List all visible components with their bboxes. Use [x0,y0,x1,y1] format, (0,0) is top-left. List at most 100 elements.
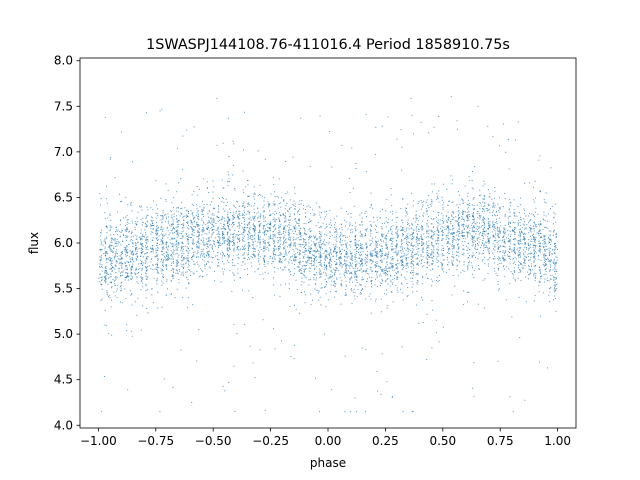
data-point [361,236,363,238]
data-point [185,271,187,273]
data-point [151,225,153,227]
data-point [251,239,253,240]
data-point [555,261,557,263]
data-point [555,245,557,247]
data-point [513,231,515,233]
data-point [472,216,474,218]
data-point [530,227,532,229]
data-point [370,312,372,314]
data-point [523,267,525,269]
data-point [538,280,540,282]
data-point [514,232,516,234]
data-point [243,221,245,222]
data-point [252,224,254,226]
data-point [528,222,530,224]
data-point [405,278,407,280]
data-point [170,258,172,260]
data-point [452,264,454,266]
data-point [351,259,353,261]
data-point [167,237,169,239]
data-point [121,266,123,268]
data-point [259,215,261,217]
data-point [115,278,117,280]
data-point [360,247,362,249]
data-point [526,224,528,226]
data-point [420,236,422,237]
data-point [346,252,348,254]
data-point [351,266,353,268]
data-point [263,248,264,250]
data-point [140,251,142,253]
data-point [323,243,325,245]
data-point [319,234,321,236]
data-point [544,201,546,203]
data-point [209,228,211,230]
data-point [273,256,275,258]
data-point [415,214,417,216]
data-point [477,258,479,260]
data-point [259,231,260,233]
data-point [220,253,222,255]
data-point [517,206,519,208]
data-point [517,224,519,226]
data-point [356,276,358,278]
data-point [289,224,291,226]
data-point [264,261,266,263]
data-point [142,278,144,280]
data-point [447,211,449,213]
data-point [387,116,389,118]
data-point [283,214,284,216]
data-point [336,254,338,256]
data-point [397,252,399,254]
data-point [519,239,521,241]
data-point [293,258,295,260]
data-point [442,326,444,328]
data-point [304,250,306,252]
data-point [365,248,367,250]
data-point [163,378,165,380]
data-point [426,208,428,210]
data-point [112,278,114,280]
data-point [298,266,300,268]
data-point [407,248,409,250]
data-point [395,228,397,230]
data-point [283,236,285,238]
data-point [201,219,203,221]
data-point [340,207,342,209]
data-point [159,244,161,246]
data-point [106,252,108,254]
data-point [119,235,121,237]
data-point [535,207,537,209]
data-point [315,225,317,227]
data-point [264,260,266,262]
data-point [466,265,468,267]
data-point [494,244,496,246]
data-point [130,253,132,255]
data-point [160,227,162,229]
data-point [220,219,222,221]
data-point [134,244,136,246]
data-point [206,248,208,250]
data-point [202,211,204,213]
data-point [555,256,557,258]
data-point [115,229,117,231]
data-point [412,270,414,272]
data-point [374,229,376,231]
data-point [462,223,464,225]
data-point [381,278,383,280]
data-point [421,250,423,252]
data-point [402,266,404,268]
data-point [404,237,406,239]
data-point [433,183,435,185]
data-point [160,259,162,261]
data-point [539,248,541,250]
data-point [397,234,399,236]
data-point [191,226,193,228]
data-point [401,219,403,221]
data-point [476,239,478,241]
data-point [233,224,235,226]
data-point [281,197,283,199]
data-point [318,290,320,292]
data-point [314,261,316,263]
data-point [273,183,275,185]
